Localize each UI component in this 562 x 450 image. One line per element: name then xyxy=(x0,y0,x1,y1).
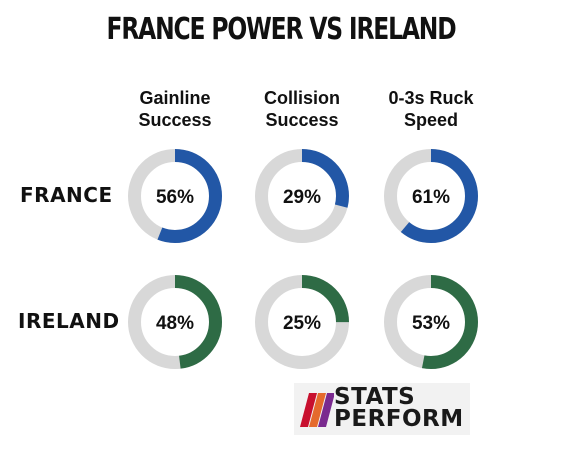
donut-france-gainline: 56% xyxy=(128,149,222,243)
donut-value-label: 56% xyxy=(156,187,194,208)
donut-value-label: 29% xyxy=(283,187,321,208)
logo-text-perform: PERFORM xyxy=(334,406,464,432)
donut-ireland-collision: 25% xyxy=(255,275,349,369)
column-header-collision: Collision Success xyxy=(237,87,367,131)
donut-value-arc xyxy=(255,149,349,243)
row-label-ireland: IRELAND xyxy=(18,309,120,333)
column-header-gainline-text: Gainline Success xyxy=(138,88,212,130)
stats-perform-logo: STATS PERFORM xyxy=(294,383,470,435)
chart-title: FRANCE POWER VS IRELAND xyxy=(106,12,457,47)
column-header-ruck-speed-text: 0-3s Ruck Speed xyxy=(388,88,474,130)
donut-ireland-gainline: 48% xyxy=(128,275,222,369)
donut-value-label: 48% xyxy=(156,313,194,334)
donut-value-arc xyxy=(384,275,478,369)
donut-france-collision: 29% xyxy=(255,149,349,243)
column-header-ruck-speed: 0-3s Ruck Speed xyxy=(366,87,496,131)
row-label-france: FRANCE xyxy=(20,183,113,207)
donut-france-ruck-speed: 61% xyxy=(384,149,478,243)
donut-value-arc xyxy=(128,275,222,369)
logo-text-stats: STATS xyxy=(334,384,416,410)
column-header-gainline: Gainline Success xyxy=(110,87,240,131)
donut-value-label: 25% xyxy=(283,313,321,334)
column-header-collision-text: Collision Success xyxy=(264,88,340,130)
donut-value-label: 61% xyxy=(412,187,450,208)
donut-value-arc xyxy=(384,149,478,243)
logo-stripes-icon xyxy=(300,393,334,427)
donut-value-arc xyxy=(255,275,349,369)
donut-value-arc xyxy=(128,149,222,243)
donut-value-label: 53% xyxy=(412,313,450,334)
donut-ireland-ruck-speed: 53% xyxy=(384,275,478,369)
